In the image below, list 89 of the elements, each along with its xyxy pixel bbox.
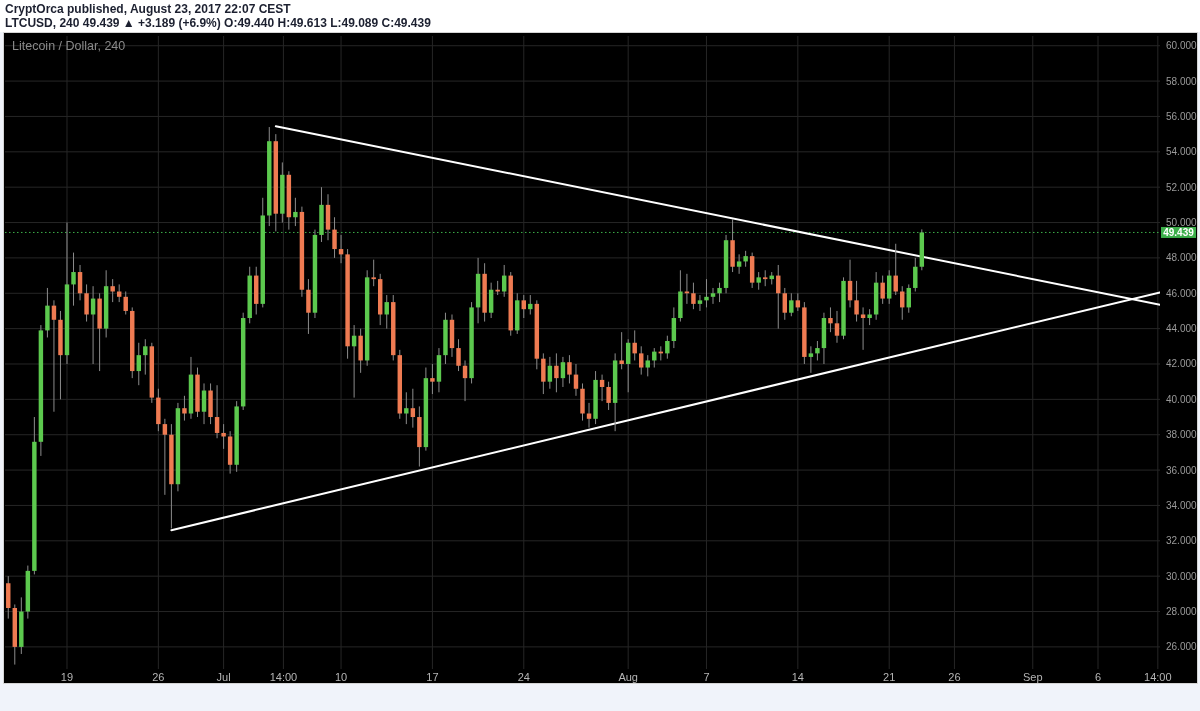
candlestick [886,269,892,305]
candlestick [136,342,141,386]
x-tick-label: Sep [1022,671,1043,683]
candlestick [182,395,187,422]
candlestick [404,391,409,425]
candlestick [782,287,788,321]
candlestick [717,282,722,303]
ref-line-label: 49.439 [1163,226,1195,238]
y-tick-label: 42.000 [1166,358,1198,370]
candlestick [554,352,559,393]
annotation: Litecoin / Dollar, 240 [12,39,126,53]
y-tick-label: 36.000 [1166,464,1198,476]
candlestick [606,381,611,411]
candlestick [665,335,670,360]
x-tick-label: 14:00 [269,671,298,683]
chart-subtitle: LTCUSD, 240 49.439 ▲ +3.189 (+6.9%) O:49.440 H:49.613 L:49.089 C:49.439 [5,16,432,30]
y-tick-label: 46.000 [1166,287,1198,299]
candlestick [815,340,820,361]
x-tick-label: 24 [517,671,530,683]
y-tick-label: 26.000 [1166,641,1198,653]
y-tick-label: 52.000 [1166,181,1198,193]
y-tick-label: 32.000 [1166,535,1198,547]
y-tick-label: 58.000 [1166,75,1198,87]
candlestick [456,338,461,372]
x-tick-label: 14 [791,671,804,683]
candlestick [332,216,337,259]
candlestick [639,345,644,376]
candlestick [521,294,526,319]
candlestick [913,257,918,292]
candlestick [110,278,115,303]
candlestick [214,384,220,439]
x-tick-label: Jul [216,671,231,683]
candlestick [306,278,311,335]
candlestick [736,253,742,275]
candlestick [900,285,905,321]
candlestick [528,294,533,315]
candlestick [632,329,637,361]
candlestick [834,310,840,344]
x-tick-label: 14:00 [1144,671,1172,683]
y-tick-label: 38.000 [1166,429,1198,441]
candlestick [789,292,794,317]
x-tick-label: Aug [618,671,638,683]
x-tick-label: 17 [426,671,439,683]
y-tick-label: 34.000 [1166,499,1198,511]
y-tick-label: 48.000 [1166,252,1198,264]
x-tick-label: 26 [152,671,165,683]
y-tick-label: 50.000 [1166,217,1198,229]
candlestick [221,423,226,450]
candlestick [293,197,298,227]
x-tick-label: 6 [1094,671,1102,683]
candlestick [828,306,833,333]
candlestick [560,356,566,388]
candlestick [808,345,814,374]
y-tick-label: 40.000 [1166,393,1198,405]
candlestick [645,354,650,377]
candlestick [71,252,76,307]
x-tick-label: 19 [60,671,74,683]
candlestick [697,294,703,312]
y-tick-label: 56.000 [1166,110,1198,122]
candlestick [162,418,168,496]
x-tick-label: 7 [703,671,710,683]
candlestick [860,306,866,351]
candlestick [430,363,435,395]
candlestick [541,352,546,395]
chart-title: CryptOrca published, August 23, 2017 22:07 CEST [5,1,292,16]
x-tick-label: 10 [334,671,348,683]
candlestick [710,287,716,305]
y-tick-label: 30.000 [1166,570,1198,582]
candlestick [84,283,89,323]
y-tick-label: 28.000 [1166,606,1198,618]
candlestick [691,282,696,310]
candlestick [371,259,376,287]
candlestick [880,275,885,305]
candlestick [599,374,605,402]
candlestick [671,306,677,349]
candlestick [684,273,690,305]
candlestick [619,331,624,370]
y-tick-label: 60.000 [1166,40,1198,52]
x-tick-label: 21 [883,671,896,683]
candlestick [704,278,709,308]
candlestick [410,388,416,429]
candlestick [143,338,148,376]
candlestick [547,356,553,390]
x-tick-label: 26 [948,671,961,683]
candlestick [488,282,494,319]
y-tick-label: 44.000 [1166,323,1198,335]
candlestick [854,280,859,323]
candlestick [567,354,572,384]
y-tick-label: 54.000 [1166,146,1198,158]
